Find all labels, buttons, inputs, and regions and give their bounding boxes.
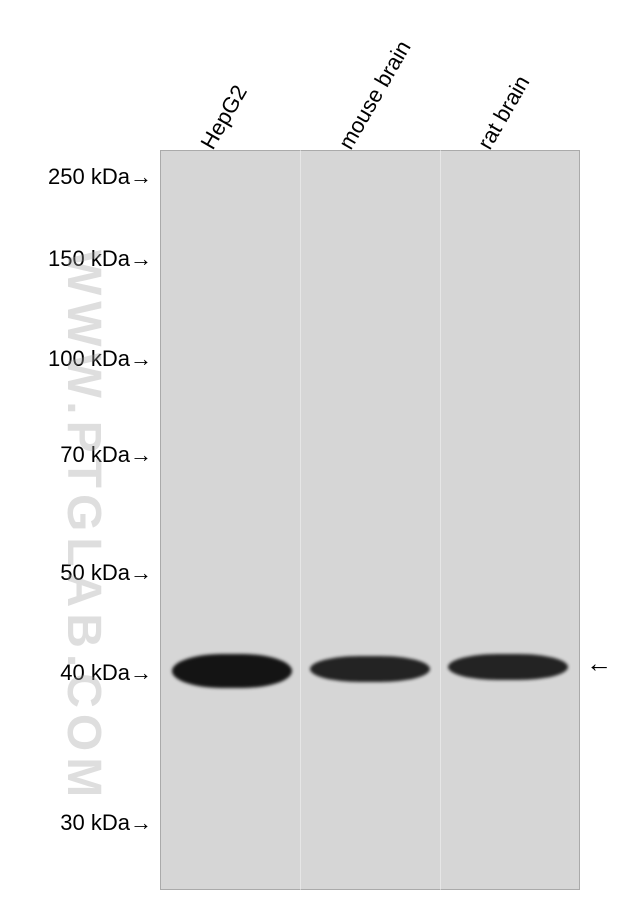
molecular-weight-marker: 40 kDa→ [60, 660, 152, 686]
marker-text: 250 kDa [48, 164, 130, 189]
protein-band [172, 654, 292, 688]
watermark-text: WWW.PTGLAB.COM [56, 250, 111, 803]
marker-text: 150 kDa [48, 246, 130, 271]
protein-band [448, 654, 568, 680]
protein-band [310, 656, 430, 682]
marker-arrow-icon: → [130, 810, 152, 836]
marker-arrow-icon: → [130, 660, 152, 686]
molecular-weight-marker: 50 kDa→ [60, 560, 152, 586]
marker-arrow-icon: → [130, 560, 152, 586]
marker-text: 40 kDa [60, 660, 130, 685]
marker-arrow-icon: → [130, 442, 152, 468]
molecular-weight-marker: 100 kDa→ [48, 346, 152, 372]
marker-text: 70 kDa [60, 442, 130, 467]
lane-label: mouse brain [333, 36, 416, 154]
blot-container: HepG2mouse brainrat brain 250 kDa→150 kD… [0, 0, 620, 903]
blot-membrane [160, 150, 580, 890]
lane-divider [440, 150, 441, 890]
molecular-weight-marker: 250 kDa→ [48, 164, 152, 190]
marker-text: 100 kDa [48, 346, 130, 371]
molecular-weight-marker: 150 kDa→ [48, 246, 152, 272]
marker-arrow-icon: → [130, 346, 152, 372]
lane-divider [300, 150, 301, 890]
molecular-weight-marker: 30 kDa→ [60, 810, 152, 836]
lane-label: HepG2 [195, 81, 252, 154]
marker-text: 30 kDa [60, 810, 130, 835]
molecular-weight-marker: 70 kDa→ [60, 442, 152, 468]
marker-text: 50 kDa [60, 560, 130, 585]
target-band-arrow: ← [586, 648, 612, 679]
marker-arrow-icon: → [130, 246, 152, 272]
lane-label: rat brain [472, 71, 535, 154]
marker-arrow-icon: → [130, 164, 152, 190]
